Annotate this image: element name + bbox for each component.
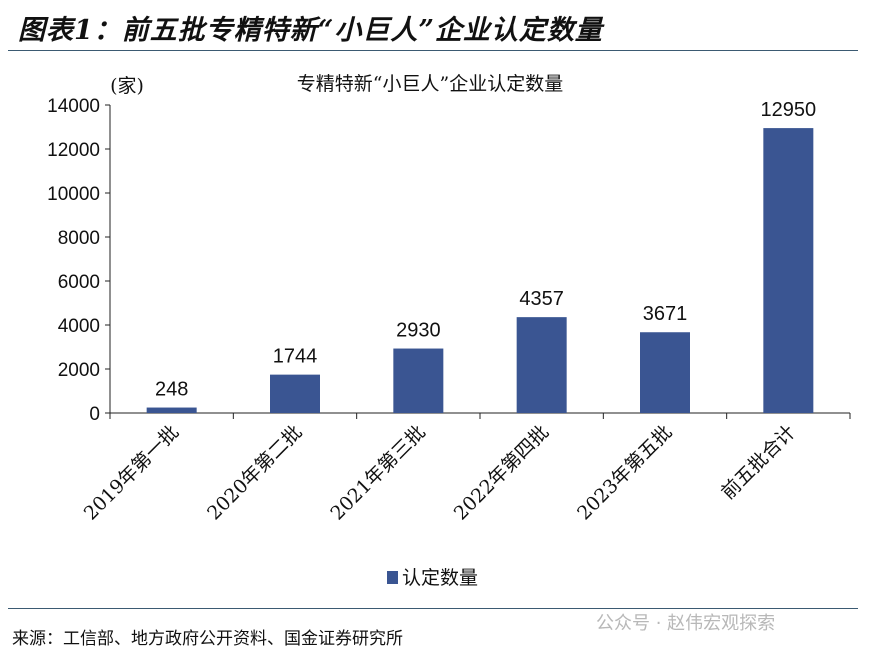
- y-tick-label: 14000: [47, 96, 100, 117]
- bar: [146, 407, 197, 413]
- data-label: 248: [155, 379, 188, 401]
- bar: [763, 128, 814, 413]
- data-label: 12950: [761, 99, 817, 121]
- y-tick-label: 8000: [58, 228, 100, 249]
- x-tick-label: 2023年第五批: [573, 421, 676, 524]
- y-tick-label: 6000: [58, 272, 100, 293]
- y-tick-label: 4000: [58, 316, 100, 337]
- y-tick-label: 2000: [58, 360, 100, 381]
- legend-label: 认定数量: [402, 567, 478, 589]
- bottom-divider: [8, 608, 858, 609]
- data-label: 2930: [396, 320, 441, 342]
- x-tick-label: 前五批合计: [717, 421, 800, 504]
- x-tick-label: 2019年第一批: [80, 421, 183, 524]
- data-label: 4357: [519, 288, 564, 310]
- chart-title: 专精特新“小巨人”企业认定数量: [297, 73, 563, 95]
- bar: [516, 317, 567, 413]
- x-tick-label: 2020年第二批: [203, 421, 306, 524]
- bar: [393, 348, 444, 413]
- x-tick-label: 2021年第三批: [326, 421, 429, 524]
- x-tick-label: 2022年第四批: [450, 421, 553, 524]
- legend-swatch: [387, 571, 398, 584]
- y-tick-label: 0: [89, 404, 100, 425]
- y-axis-unit-label: (家): [110, 75, 144, 97]
- figure-title: 图表1：前五批专精特新“小巨人”企业认定数量: [18, 15, 603, 46]
- top-divider: [8, 50, 858, 51]
- bar: [270, 374, 320, 413]
- data-label: 1744: [273, 346, 318, 368]
- watermark: 公众号 · 赵伟宏观探索: [596, 613, 776, 634]
- y-tick-label: 12000: [47, 140, 100, 161]
- data-label: 3671: [643, 303, 688, 325]
- bar: [640, 332, 690, 413]
- source-note: 来源：工信部、地方政府公开资料、国金证券研究所: [12, 629, 403, 649]
- y-tick-label: 10000: [47, 184, 100, 205]
